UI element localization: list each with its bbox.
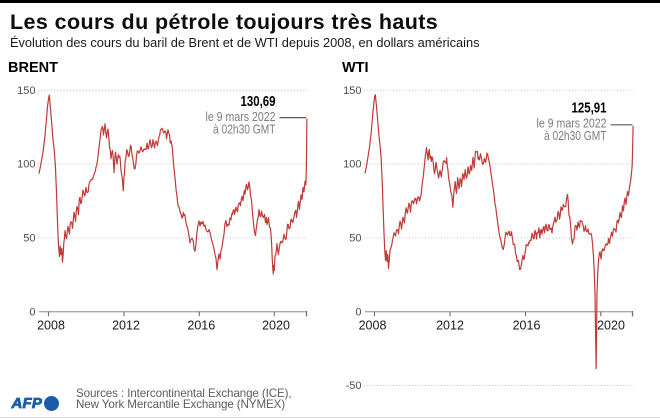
- svg-text:2016: 2016: [513, 319, 541, 333]
- svg-text:130,69: 130,69: [241, 94, 276, 110]
- svg-text:2016: 2016: [187, 319, 215, 333]
- svg-text:2020: 2020: [262, 319, 290, 333]
- svg-text:100: 100: [343, 159, 361, 171]
- svg-text:0: 0: [29, 306, 35, 318]
- svg-text:150: 150: [17, 85, 35, 97]
- svg-text:le 9 mars 2022: le 9 mars 2022: [537, 117, 607, 131]
- svg-text:150: 150: [343, 85, 361, 97]
- svg-text:2012: 2012: [112, 319, 140, 333]
- svg-text:2008: 2008: [37, 319, 65, 333]
- svg-text:100: 100: [17, 159, 35, 171]
- svg-text:à 02h30 GMT: à 02h30 GMT: [213, 123, 276, 137]
- svg-text:125,91: 125,91: [572, 101, 607, 117]
- svg-text:le 9 mars 2022: le 9 mars 2022: [206, 110, 276, 124]
- svg-text:2012: 2012: [436, 319, 464, 333]
- svg-text:50: 50: [349, 233, 361, 245]
- svg-text:0: 0: [355, 306, 361, 318]
- svg-text:-50: -50: [346, 380, 362, 392]
- svg-text:2008: 2008: [359, 319, 387, 333]
- svg-text:à 02h30 GMT: à 02h30 GMT: [544, 129, 607, 143]
- svg-text:2020: 2020: [597, 319, 625, 333]
- svg-text:50: 50: [23, 233, 35, 245]
